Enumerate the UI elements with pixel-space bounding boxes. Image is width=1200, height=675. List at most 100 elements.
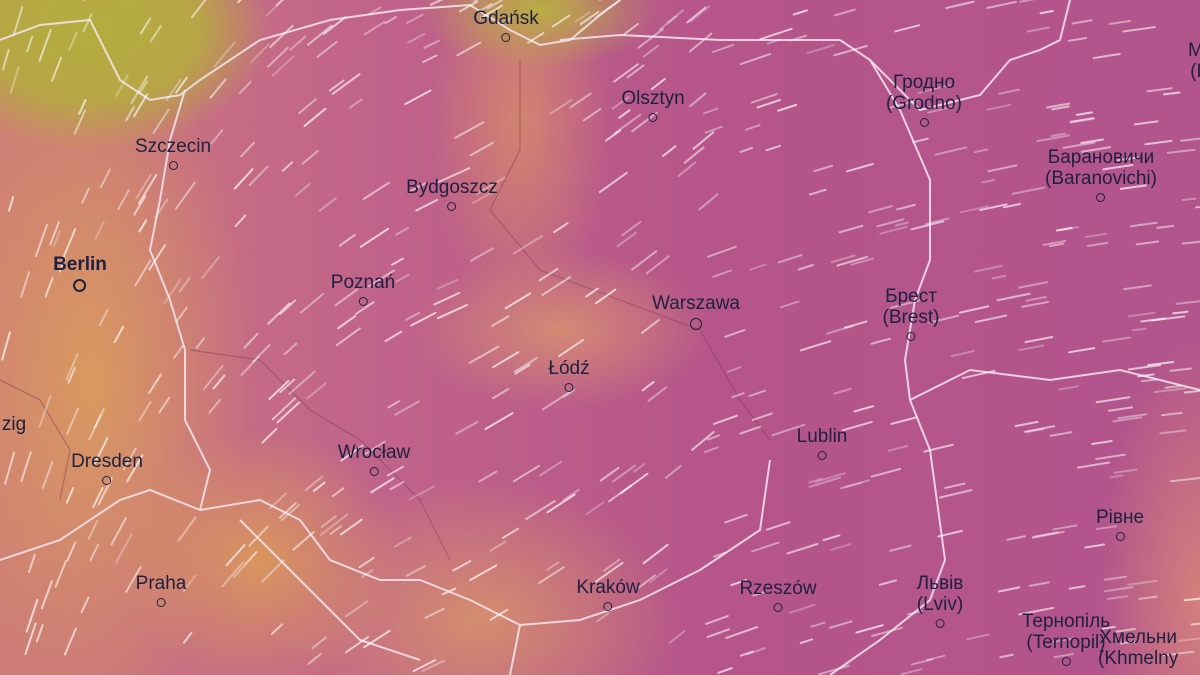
wind-streak bbox=[1156, 224, 1175, 229]
wind-streak bbox=[93, 408, 105, 430]
wind-streak bbox=[621, 220, 642, 237]
wind-streak bbox=[140, 17, 152, 35]
wind-streak bbox=[1146, 87, 1173, 93]
wind-streak bbox=[981, 178, 996, 184]
wind-streak bbox=[1159, 429, 1187, 435]
wind-streak bbox=[66, 407, 80, 436]
wind-streak bbox=[677, 161, 697, 177]
wind-streak bbox=[65, 487, 75, 504]
wind-streak bbox=[38, 395, 52, 428]
wind-streak bbox=[174, 181, 196, 210]
wind-streak bbox=[122, 447, 137, 471]
wind-streak bbox=[320, 515, 337, 528]
wind-streak bbox=[117, 189, 130, 211]
wind-streak bbox=[456, 41, 482, 57]
wind-streak bbox=[1103, 575, 1127, 581]
wind-streak bbox=[688, 32, 713, 53]
wind-streak bbox=[658, 15, 678, 31]
city-praha[interactable]: Praha bbox=[136, 573, 186, 607]
city-krakow[interactable]: Kraków bbox=[576, 577, 640, 611]
city-rivne[interactable]: Рівне bbox=[1096, 507, 1144, 541]
wind-streak bbox=[894, 24, 921, 33]
wind-streak bbox=[759, 27, 793, 41]
wind-streak bbox=[912, 137, 929, 144]
wind-streak bbox=[1052, 637, 1075, 643]
city-ternopil[interactable]: Тернопіль (Ternopil) bbox=[1022, 611, 1110, 666]
city-marker-icon bbox=[168, 161, 178, 170]
wind-streak bbox=[1006, 535, 1026, 541]
wind-streak bbox=[65, 353, 79, 381]
city-minsk[interactable]: M (I bbox=[1188, 40, 1200, 82]
wind-streak bbox=[391, 257, 404, 266]
wind-streak bbox=[271, 397, 297, 421]
wind-streak bbox=[213, 41, 236, 68]
wind-streak bbox=[133, 195, 147, 216]
city-brest[interactable]: Брест (Brest) bbox=[883, 286, 940, 341]
wind-streak bbox=[996, 292, 1031, 302]
wind-streak bbox=[1086, 241, 1109, 247]
wind-streak bbox=[713, 551, 727, 558]
wind-streak bbox=[1019, 0, 1035, 3]
city-gdansk[interactable]: Gdańsk bbox=[473, 8, 539, 42]
wind-streak bbox=[469, 141, 494, 157]
wind-streak bbox=[404, 89, 432, 106]
wind-streak bbox=[183, 631, 193, 644]
wind-streak bbox=[582, 107, 602, 122]
wind-streak bbox=[268, 492, 287, 510]
wind-streak bbox=[777, 254, 803, 264]
wind-streak bbox=[642, 44, 660, 58]
wind-streak bbox=[712, 414, 738, 425]
wind-streak bbox=[945, 0, 975, 10]
city-bydgoszcz[interactable]: Bydgoszcz bbox=[406, 177, 498, 211]
city-marker-icon bbox=[156, 598, 166, 607]
city-wroclaw[interactable]: Wrocław bbox=[338, 442, 410, 476]
wind-streak bbox=[706, 628, 730, 638]
city-poznan[interactable]: Poznań bbox=[331, 272, 395, 306]
wind-streak bbox=[1018, 281, 1049, 289]
wind-streak bbox=[149, 24, 162, 43]
wind-streak bbox=[595, 561, 624, 583]
wind-streak bbox=[158, 396, 171, 414]
wind-streak bbox=[1011, 186, 1046, 195]
wind-streak bbox=[730, 578, 748, 587]
wind-streak bbox=[1103, 586, 1134, 593]
wind-streak bbox=[318, 197, 337, 212]
wind-streak bbox=[799, 340, 832, 352]
wind-streak bbox=[1084, 232, 1108, 238]
wind-streak bbox=[1031, 530, 1065, 539]
wind-streak bbox=[1053, 652, 1074, 659]
wind-streak bbox=[276, 401, 301, 424]
wind-streak bbox=[836, 255, 869, 267]
city-baranovichi[interactable]: Барановичи (Baranovichi) bbox=[1045, 147, 1157, 202]
city-lodz[interactable]: Łódź bbox=[548, 358, 590, 392]
city-leipzig[interactable]: zig bbox=[1, 414, 27, 435]
wind-streak bbox=[748, 263, 767, 271]
wind-streak bbox=[698, 193, 719, 211]
city-warszawa[interactable]: Warszawa bbox=[652, 293, 740, 330]
wind-streak bbox=[603, 558, 621, 572]
city-lviv[interactable]: Львів (Lviv) bbox=[917, 573, 963, 628]
city-grodno[interactable]: Гродно (Grodno) bbox=[886, 72, 962, 127]
wind-streak bbox=[421, 659, 446, 673]
city-dresden[interactable]: Dresden bbox=[71, 451, 143, 485]
wind-streak bbox=[780, 300, 800, 309]
wind-streak bbox=[551, 14, 571, 28]
wind-streak bbox=[340, 444, 364, 462]
city-khmelnytskyi[interactable]: Хмельни (Khmelny bbox=[1098, 627, 1179, 669]
wind-streak bbox=[322, 16, 347, 35]
city-rzeszow[interactable]: Rzeszów bbox=[739, 578, 817, 612]
city-lublin[interactable]: Lublin bbox=[797, 426, 847, 460]
wind-streak bbox=[429, 0, 444, 6]
city-berlin[interactable]: Berlin bbox=[53, 254, 107, 292]
wind-streak bbox=[1092, 53, 1121, 60]
city-olsztyn[interactable]: Olsztyn bbox=[621, 88, 685, 122]
wind-streak bbox=[890, 416, 918, 425]
wind-streak bbox=[623, 22, 639, 35]
wind-streak bbox=[1123, 284, 1152, 291]
wind-streak bbox=[562, 488, 580, 502]
wind-streak bbox=[501, 527, 520, 539]
city-szczecin[interactable]: Szczecin bbox=[135, 136, 211, 170]
region-border bbox=[489, 60, 771, 441]
